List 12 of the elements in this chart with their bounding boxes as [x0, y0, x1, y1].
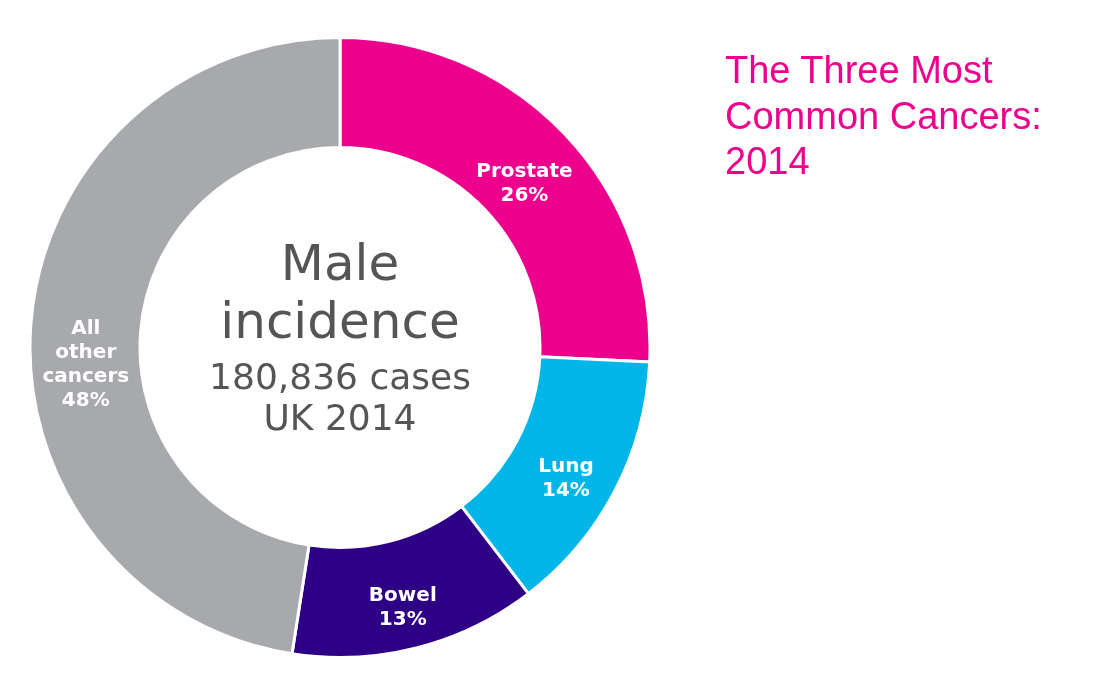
slice-label: All other cancers [42, 314, 130, 387]
data-label: 48% [61, 386, 110, 411]
text: The Three Most Common Cancers: 2014 [725, 48, 1043, 185]
slice-label: Bowel [368, 581, 437, 606]
data-label: 14% [542, 476, 590, 501]
slice-label: Prostate [476, 158, 573, 183]
text: Male incidence [219, 234, 461, 350]
data-label: 26% [500, 182, 549, 207]
text: UK 2014 [262, 397, 418, 439]
text: 180,836 cases [208, 356, 472, 398]
data-label: 13% [378, 605, 427, 630]
slice-label: Lung [538, 452, 594, 477]
